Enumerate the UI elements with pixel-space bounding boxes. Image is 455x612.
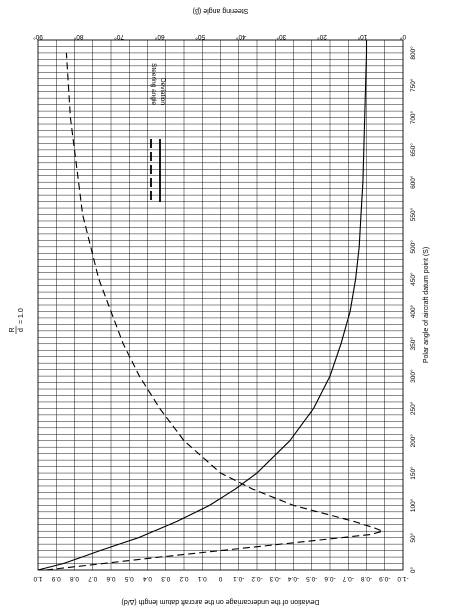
x-tick-label: 750° xyxy=(409,78,417,92)
y-right-tick-label: 10° xyxy=(357,33,367,41)
x-tick-label: 350° xyxy=(409,337,417,351)
plot-frame xyxy=(37,39,404,571)
series-lines xyxy=(37,40,384,571)
legend: Steering angle Deviation xyxy=(150,63,166,202)
x-tick-label: 50° xyxy=(409,532,417,542)
y-left-tick-label: 0.9 xyxy=(51,575,60,582)
y-right-tick-label: 0° xyxy=(399,33,406,41)
x-tick-label: 700° xyxy=(409,110,417,124)
y-right-tick-label: 90° xyxy=(33,33,43,41)
y-right-tick-label: 70° xyxy=(114,33,124,41)
y-left-tick-label: -0.9 xyxy=(379,575,391,582)
x-tick-label: 400° xyxy=(409,304,417,318)
y-left-tick-label: -0.4 xyxy=(288,575,300,582)
y-left-tick-label: -0.1 xyxy=(233,575,245,582)
x-tick-label: 650° xyxy=(409,143,417,157)
y-left-tick-label: 0 xyxy=(218,575,222,582)
y-left-tick-label: 0.1 xyxy=(197,575,206,582)
y-right-axis-title: Steering angle (β) xyxy=(193,7,249,14)
chart-title: R d = 1.0 xyxy=(9,308,25,334)
x-tick-label: 600° xyxy=(409,175,417,189)
x-tick-label: 300° xyxy=(409,369,417,383)
y-right-tick-label: 50° xyxy=(195,33,205,41)
y-left-tick-label: 0.2 xyxy=(179,575,188,582)
y-right-tick-label: 80° xyxy=(73,33,83,41)
x-tick-label: 0° xyxy=(409,566,417,573)
y-left-tick-label: 0.5 xyxy=(124,575,133,582)
y-left-tick-label: 0.4 xyxy=(143,575,152,582)
x-tick-label: 800° xyxy=(409,46,417,60)
y-right-tick-label: 40° xyxy=(235,33,245,41)
y-left-tick-label: 0.7 xyxy=(88,575,97,582)
y-left-tick-label: -1.0 xyxy=(397,575,409,582)
y-left-tick-label: -0.5 xyxy=(306,575,318,582)
x-tick-label: 550° xyxy=(409,207,417,221)
x-axis-title: Polar angle of aircraft datum point (S) xyxy=(423,247,430,363)
deviation-line xyxy=(37,40,368,571)
legend-label: Deviation xyxy=(159,78,166,105)
y-left-tick-label: -0.7 xyxy=(342,575,354,582)
x-tick-label: 450° xyxy=(409,272,417,286)
x-tick-label: 500° xyxy=(409,240,417,254)
y-left-tick-label: -0.8 xyxy=(361,575,373,582)
x-tick-label: 100° xyxy=(409,498,417,512)
title-denominator: d xyxy=(18,328,25,332)
x-tick-label: 250° xyxy=(409,401,417,415)
title-value: = 1.0 xyxy=(18,308,25,324)
title-numerator: R xyxy=(9,327,16,332)
y-left-tick-label: -0.3 xyxy=(269,575,281,582)
y-left-tick-label: 0.6 xyxy=(106,575,115,582)
legend-label: Steering angle xyxy=(150,63,157,105)
y-left-tick-label: 1.0 xyxy=(33,575,42,582)
y-right-tick-label: 20° xyxy=(317,33,327,41)
y-left-tick-label: 0.3 xyxy=(161,575,170,582)
y-left-tick-label: -0.6 xyxy=(324,575,336,582)
y-left-tick-label: -0.2 xyxy=(251,575,263,582)
x-tick-label: 150° xyxy=(409,466,417,480)
grid-lines xyxy=(37,39,404,571)
x-tick-label: 200° xyxy=(409,434,417,448)
tick-labels: 0° 50° 100° 150° 200° 250° 300° 350° 400° 450° 500… xyxy=(33,33,417,582)
y-left-tick-label: 0.8 xyxy=(70,575,79,582)
y-right-tick-label: 30° xyxy=(276,33,286,41)
y-left-axis-title: Deviation of the undercarriage on the ai… xyxy=(121,598,319,605)
steering-angle-line xyxy=(46,52,384,571)
y-right-tick-label: 60° xyxy=(154,33,164,41)
